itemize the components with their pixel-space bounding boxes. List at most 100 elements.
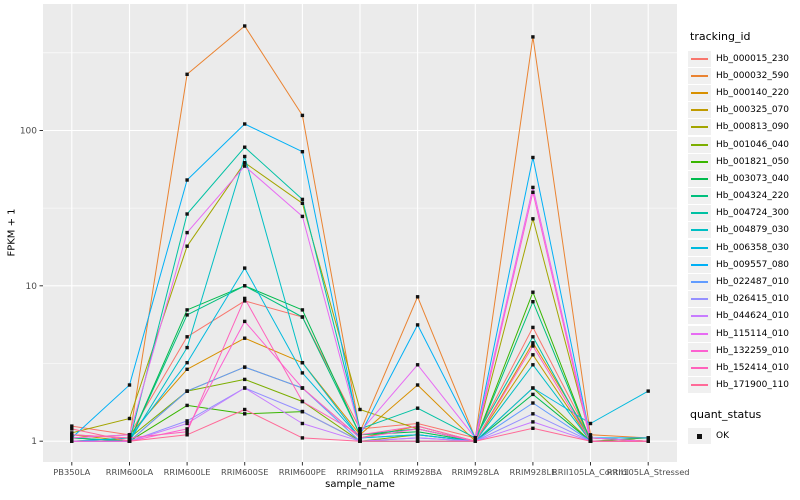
legend-item-ok: OK	[688, 428, 800, 445]
legend-series-label: Hb_006358_030	[716, 242, 790, 253]
data-point	[531, 344, 535, 348]
data-point	[70, 439, 74, 443]
data-point	[300, 150, 305, 154]
data-point	[531, 185, 535, 190]
data-point	[646, 439, 650, 443]
series-line-icon	[688, 256, 711, 273]
data-point	[185, 308, 189, 312]
data-point	[243, 266, 247, 270]
legend-item: Hb_000140_220	[688, 84, 800, 101]
data-point	[415, 295, 420, 299]
legend-series-label: Hb_001821_050	[716, 156, 790, 167]
data-point	[646, 389, 650, 393]
data-point	[531, 341, 535, 345]
x-tick-label: RRIM928BA	[393, 467, 442, 477]
data-point	[185, 403, 189, 408]
data-point	[473, 439, 477, 443]
data-point	[588, 439, 593, 443]
data-point	[243, 319, 247, 324]
data-point	[243, 377, 247, 382]
data-point	[415, 439, 420, 443]
series-line-icon	[688, 325, 711, 342]
data-point	[531, 335, 535, 339]
x-tick-label: RRIM928LA	[452, 467, 500, 477]
y-tick-label: 10	[26, 282, 38, 292]
legend-item: Hb_026415_010	[688, 291, 800, 308]
data-point	[70, 431, 74, 435]
data-point	[588, 436, 593, 440]
data-point	[185, 427, 189, 431]
data-point	[473, 436, 477, 440]
y-axis-title: FPKM + 1	[6, 208, 18, 257]
data-point	[243, 164, 247, 168]
data-point	[531, 426, 535, 430]
series-line-icon	[688, 342, 711, 359]
data-point	[185, 430, 189, 434]
data-point	[243, 154, 247, 159]
series-line-icon	[688, 291, 711, 308]
legend-series-label: Hb_132259_010	[716, 345, 790, 356]
data-point	[531, 420, 535, 424]
data-point	[185, 230, 189, 235]
series-line-icon	[688, 377, 711, 394]
series-line-icon	[688, 50, 711, 67]
legend-series-label: Hb_000015_230	[716, 53, 790, 64]
data-point	[358, 436, 362, 440]
legend-series-label: Hb_000325_070	[716, 105, 790, 116]
x-tick-label: RRIM901LA	[336, 467, 384, 477]
legend-series-label: Hb_009557_080	[716, 259, 790, 270]
data-point	[243, 161, 247, 165]
legend-series-label: Hb_115114_010	[716, 328, 790, 339]
data-point	[185, 419, 189, 423]
data-point	[300, 201, 305, 205]
data-point	[358, 407, 362, 412]
data-point	[185, 335, 189, 339]
data-point	[588, 433, 593, 437]
data-point	[243, 24, 247, 28]
series-line-icon	[688, 222, 711, 239]
legend-item: Hb_171900_110	[688, 377, 800, 394]
x-axis-title: sample_name	[325, 479, 395, 490]
legend-item: Hb_022487_010	[688, 273, 800, 291]
legend-item: Hb_000032_590	[688, 67, 800, 84]
data-point	[531, 300, 535, 304]
legend-series-label: Hb_171900_110	[716, 380, 790, 391]
legend-label-ok: OK	[716, 431, 729, 442]
data-point	[531, 386, 535, 390]
data-point	[185, 178, 189, 182]
data-point	[70, 427, 74, 431]
data-point	[127, 439, 132, 443]
data-point	[127, 383, 132, 387]
legend-item: Hb_004324_220	[688, 188, 800, 205]
data-point	[531, 363, 535, 367]
series-line-icon	[688, 153, 711, 170]
data-point	[300, 399, 305, 404]
data-point	[531, 155, 535, 160]
series-line-icon	[688, 119, 711, 136]
series-line-icon	[688, 274, 711, 291]
data-point	[415, 436, 420, 440]
data-point	[185, 345, 189, 350]
data-point	[127, 433, 132, 437]
data-point	[127, 436, 132, 440]
series-line-icon	[688, 136, 711, 153]
x-tick-label: RRII105LA_Control	[552, 467, 629, 477]
data-point	[415, 323, 420, 327]
data-point	[70, 436, 74, 440]
series-line-icon	[688, 188, 711, 205]
x-tick-label: RRIM928LE	[509, 467, 556, 477]
x-tick-label: RRIM600SE	[221, 467, 268, 477]
x-tick-label: RRII105LA_Stressed	[607, 467, 690, 477]
data-point	[300, 386, 305, 390]
data-point	[243, 296, 247, 301]
legend-series-label: Hb_004879_030	[716, 225, 790, 236]
y-tick-label: 1	[31, 437, 37, 447]
data-point	[300, 113, 305, 118]
data-point	[358, 427, 362, 431]
data-point	[358, 433, 362, 437]
data-point	[531, 412, 535, 416]
legend-series-label: Hb_026415_010	[716, 294, 790, 305]
series-line-icon	[688, 239, 711, 256]
